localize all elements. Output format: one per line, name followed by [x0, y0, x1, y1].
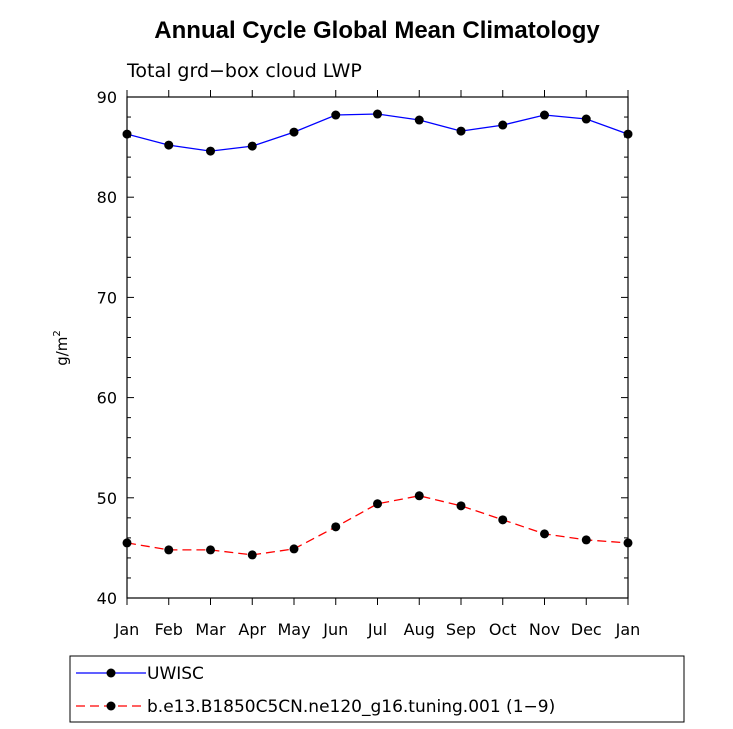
series-1-point [414, 115, 424, 125]
y-tick-label: 60 [97, 389, 117, 408]
plot-frame [126, 96, 629, 599]
series-1-point [247, 141, 257, 151]
series-2-point [373, 499, 382, 509]
y-tick-label: 50 [97, 489, 117, 508]
y-tick-label: 40 [97, 589, 117, 608]
x-tick-label: May [277, 620, 310, 639]
series-1-point [581, 114, 591, 124]
series-1-point [540, 110, 549, 120]
chart-subtitle: Total grd−box cloud LWP [126, 60, 362, 82]
series-2-point [414, 491, 424, 501]
x-tick-label: Jul [367, 620, 387, 639]
plot-area: 40 50 60 70 80 90 Jan Feb Mar Apr May Jun Jul Aug Sep O… [97, 88, 641, 639]
series-1-point [206, 146, 215, 156]
x-tick-label: Nov [529, 620, 560, 639]
legend-label-2: b.e13.B1850C5CN.ne120_g16.tuning.001 (1−… [147, 697, 555, 717]
series-2-point [581, 535, 591, 545]
legend-marker-2 [106, 701, 116, 711]
x-tick-label: Dec [571, 620, 602, 639]
x-tick-label: Apr [238, 620, 266, 639]
series-2-point [164, 545, 174, 555]
x-tick-label: Aug [404, 620, 435, 639]
series-2-point [623, 538, 633, 548]
x-tick-label: Mar [195, 620, 226, 639]
series-line-1 [126, 113, 629, 152]
x-tick-label: Feb [155, 620, 183, 639]
series-1-point [164, 140, 174, 150]
y-axis-label-base: g/m [53, 337, 71, 366]
series-2-point [498, 515, 508, 525]
series-2-point [206, 545, 215, 555]
x-tick-label: Sep [446, 620, 476, 639]
series-1-point [373, 109, 382, 119]
x-tick-label: Jan [615, 620, 641, 639]
series-2-point [540, 529, 549, 539]
series-2-point [289, 544, 299, 554]
series-2-point [247, 550, 257, 560]
legend-box [69, 655, 685, 723]
series-2-point [122, 538, 132, 548]
series-2-point [456, 501, 466, 511]
series-1-point [289, 127, 299, 137]
y-tick-label: 70 [97, 288, 117, 307]
series-1-point [498, 120, 508, 130]
y-axis-label: g/m2 [52, 330, 71, 366]
x-tick-label: Jan [114, 620, 140, 639]
legend: UWISC b.e13.B1850C5CN.ne120_g16.tuning.00… [69, 655, 685, 723]
y-tick-label: 80 [97, 188, 117, 207]
y-tick-label: 90 [97, 88, 117, 107]
legend-label-1: UWISC [147, 664, 204, 684]
series-2-point [331, 522, 341, 532]
legend-marker-1 [106, 668, 116, 678]
chart-title: Annual Cycle Global Mean Climatology [154, 17, 600, 44]
series-1-point [623, 129, 633, 139]
series-1-point [331, 110, 341, 120]
x-tick-label: Jun [322, 620, 348, 639]
series-1-point [122, 129, 132, 139]
series-1-point [456, 126, 466, 136]
y-axis-label-superscript: 2 [52, 330, 63, 336]
svg-text:g/m2: g/m2 [52, 330, 71, 366]
x-tick-label: Oct [489, 620, 517, 639]
